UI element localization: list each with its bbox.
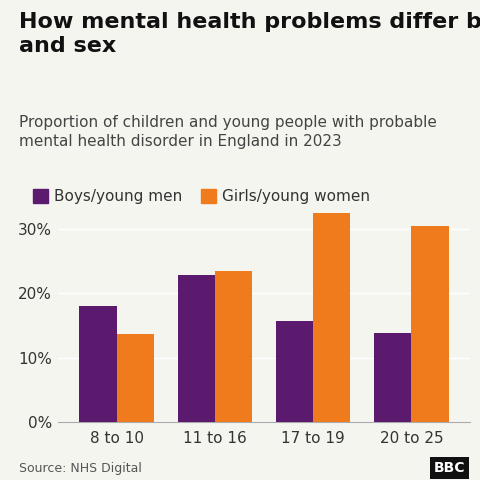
Legend: Boys/young men, Girls/young women: Boys/young men, Girls/young women — [27, 183, 376, 210]
Bar — [117, 334, 154, 422]
Text: Source: NHS Digital: Source: NHS Digital — [19, 462, 142, 475]
Text: BBC: BBC — [434, 461, 466, 475]
Text: Proportion of children and young people with probable
mental health disorder in : Proportion of children and young people … — [19, 115, 437, 149]
Bar — [411, 226, 449, 422]
Bar — [374, 334, 411, 422]
Bar — [79, 306, 117, 422]
Bar — [215, 271, 252, 422]
Text: How mental health problems differ by age
and sex: How mental health problems differ by age… — [19, 12, 480, 56]
Bar — [276, 321, 313, 422]
Bar — [313, 213, 350, 422]
Bar — [178, 275, 215, 422]
